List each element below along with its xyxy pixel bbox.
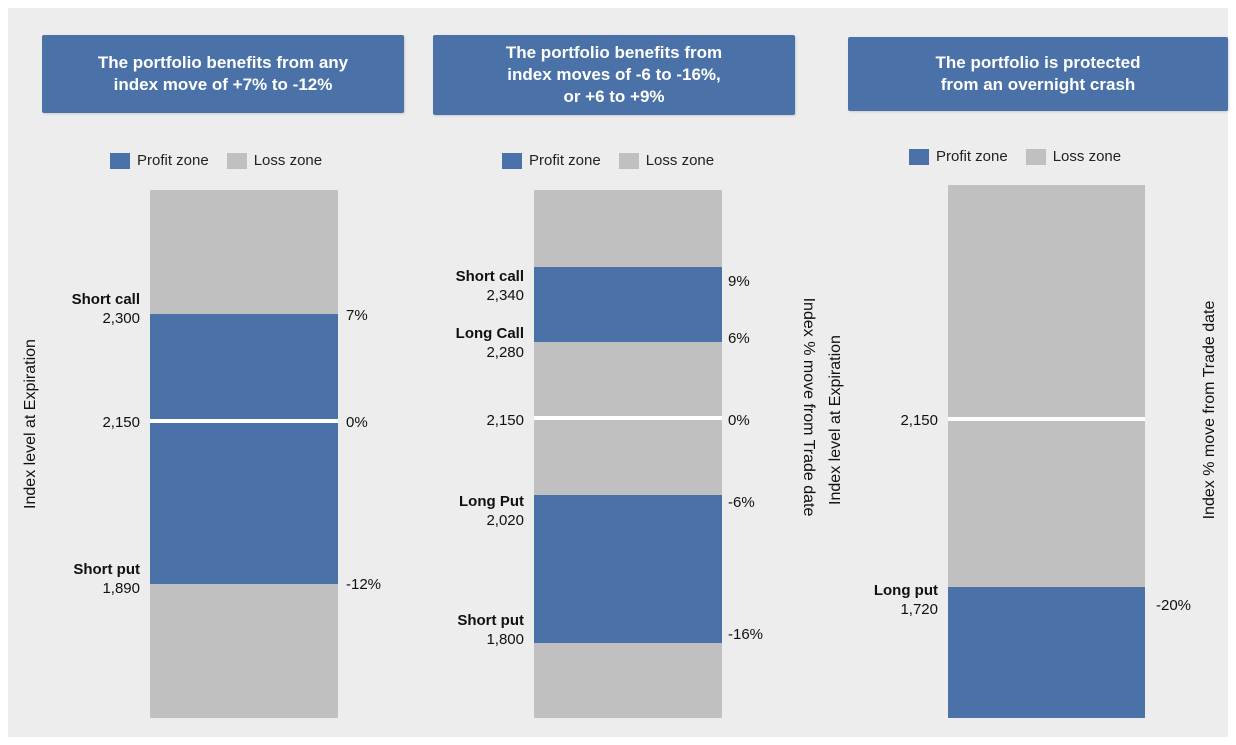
strike-label-long-put: Long put 1,720	[828, 581, 938, 619]
panel-3-bar	[948, 185, 1145, 718]
profit-zone-label: Profit zone	[137, 152, 209, 169]
panel-1-header-line-1: The portfolio benefits from any	[97, 53, 349, 72]
strike-name: Long Call	[455, 325, 524, 342]
profit-zone-swatch	[909, 148, 929, 165]
profit-zone-swatch	[502, 152, 522, 169]
strike-level: 2,300	[102, 310, 140, 327]
profit-zone-swatch	[110, 152, 130, 169]
panel-2-header-line-3: or +6 to +9%	[563, 87, 665, 106]
zero-line	[948, 417, 1145, 421]
baseline-level: 2,150	[30, 413, 140, 432]
panel-3-legend: Profit zone Loss zone	[909, 148, 1139, 165]
pct-label-minus-16: -16%	[728, 626, 764, 643]
pct-label-minus-12: -12%	[346, 576, 382, 593]
strike-label-short-call: Short call 2,340	[414, 267, 524, 305]
loss-zone-swatch	[226, 152, 247, 169]
profit-zone-upper	[534, 267, 722, 342]
panel-1-header: The portfolio benefits from any index mo…	[42, 35, 404, 113]
loss-zone-label: Loss zone	[253, 152, 323, 169]
profit-zone-label: Profit zone	[936, 148, 1008, 165]
loss-zone-swatch	[1025, 148, 1046, 165]
zero-line	[150, 419, 338, 423]
panel-1-header-line-2: index move of +7% to -12%	[113, 75, 333, 94]
strike-level: 1,800	[486, 631, 524, 648]
panel-2-right-axis-label: Index % move from Trade date	[800, 297, 817, 517]
zero-line	[534, 416, 722, 420]
pct-label-minus-6: -6%	[728, 494, 755, 511]
panel-2-header: The portfolio benefits from index moves …	[433, 35, 795, 115]
panel-2-legend: Profit zone Loss zone	[502, 152, 732, 169]
panel-2-header-line-1: The portfolio benefits from	[505, 43, 723, 62]
panel-2-header-line-2: index moves of -6 to -16%,	[507, 65, 721, 84]
panel-3-header-line-1: The portfolio is protected	[935, 53, 1141, 72]
loss-zone-label: Loss zone	[645, 152, 715, 169]
strike-name: Short put	[457, 612, 524, 629]
strike-level: 2,340	[486, 287, 524, 304]
strike-name: Short put	[73, 561, 140, 578]
strike-level: 2,020	[486, 512, 524, 529]
strike-label-short-put: Short put 1,890	[30, 560, 140, 598]
strike-name: Short call	[71, 291, 140, 308]
strike-label-short-put: Short put 1,800	[414, 611, 524, 649]
strike-label-long-put: Long Put 2,020	[414, 492, 524, 530]
panel-3-header-line-2: from an overnight crash	[940, 75, 1136, 94]
pct-label-minus-20: -20%	[1156, 597, 1192, 614]
strike-label-short-call: Short call 2,300	[30, 290, 140, 328]
pct-label-9: 9%	[728, 273, 750, 290]
panel-3-header: The portfolio is protected from an overn…	[848, 37, 1228, 111]
panel-3-right-axis-label: Index % move from Trade date	[1201, 300, 1218, 520]
baseline-level-value: 2,150	[102, 414, 140, 431]
profit-zone	[150, 314, 338, 584]
baseline-level: 2,150	[828, 411, 938, 430]
baseline-level-value: 2,150	[900, 412, 938, 429]
strike-level: 2,280	[486, 344, 524, 361]
profit-zone-label: Profit zone	[529, 152, 601, 169]
strike-level: 1,890	[102, 580, 140, 597]
panel-1-bar	[150, 190, 338, 718]
pct-label-7: 7%	[346, 307, 368, 324]
strike-name: Short call	[455, 268, 524, 285]
strike-label-long-call: Long Call 2,280	[414, 324, 524, 362]
panel-1-legend: Profit zone Loss zone	[110, 152, 340, 169]
baseline-level: 2,150	[414, 411, 524, 430]
strike-name: Long put	[873, 582, 938, 599]
loss-zone-swatch	[618, 152, 639, 169]
pct-label-0: 0%	[346, 414, 368, 431]
profit-zone	[948, 587, 1145, 718]
strike-level: 1,720	[900, 601, 938, 618]
baseline-level-value: 2,150	[486, 412, 524, 429]
pct-label-6: 6%	[728, 330, 750, 347]
loss-zone-label: Loss zone	[1052, 148, 1122, 165]
profit-zone-lower	[534, 495, 722, 643]
panel-2-bar	[534, 190, 722, 718]
pct-label-0: 0%	[728, 412, 750, 429]
strike-name: Long Put	[459, 493, 524, 510]
